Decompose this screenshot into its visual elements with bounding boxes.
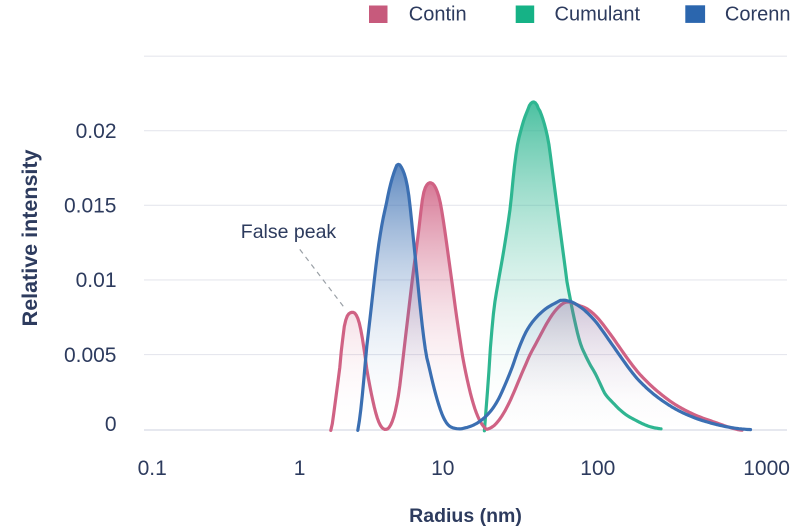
svg-text:Radius (nm): Radius (nm) — [409, 505, 522, 527]
svg-text:0.005: 0.005 — [64, 344, 117, 367]
svg-text:1000: 1000 — [743, 457, 790, 480]
svg-text:1: 1 — [294, 457, 306, 480]
svg-text:Corenn: Corenn — [725, 4, 791, 26]
svg-text:100: 100 — [580, 457, 615, 480]
svg-text:Relative intensity: Relative intensity — [18, 149, 42, 326]
svg-text:0.015: 0.015 — [64, 195, 117, 218]
svg-text:0: 0 — [105, 413, 117, 436]
svg-text:0.02: 0.02 — [76, 120, 117, 143]
svg-text:0.01: 0.01 — [76, 269, 117, 292]
svg-text:0.1: 0.1 — [138, 457, 167, 480]
svg-text:Contin: Contin — [409, 4, 467, 26]
svg-text:10: 10 — [431, 457, 454, 480]
svg-text:False peak: False peak — [241, 221, 337, 243]
svg-text:Cumulant: Cumulant — [555, 4, 641, 26]
